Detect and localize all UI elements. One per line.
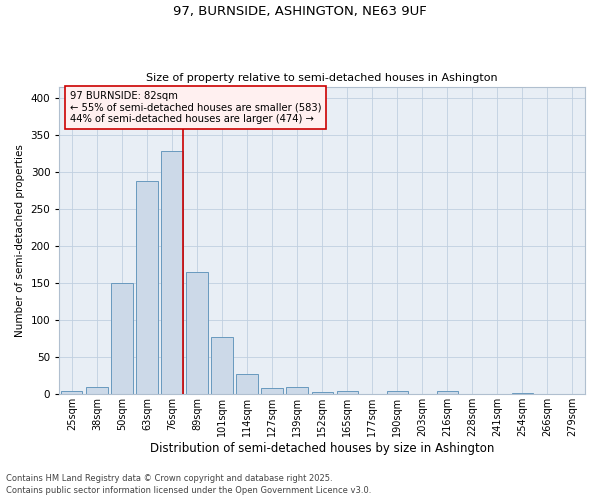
Bar: [136, 180, 158, 394]
Bar: [337, 392, 358, 394]
Bar: [437, 392, 458, 394]
Bar: [386, 392, 408, 394]
Bar: [187, 272, 208, 394]
Text: 97 BURNSIDE: 82sqm
← 55% of semi-detached houses are smaller (583)
44% of semi-d: 97 BURNSIDE: 82sqm ← 55% of semi-detache…: [70, 91, 322, 124]
Title: Size of property relative to semi-detached houses in Ashington: Size of property relative to semi-detach…: [146, 73, 498, 83]
Text: 97, BURNSIDE, ASHINGTON, NE63 9UF: 97, BURNSIDE, ASHINGTON, NE63 9UF: [173, 5, 427, 18]
Bar: [512, 393, 533, 394]
Bar: [111, 283, 133, 395]
Bar: [236, 374, 258, 394]
Bar: [262, 388, 283, 394]
Bar: [286, 387, 308, 394]
Bar: [311, 392, 333, 394]
Bar: [86, 387, 107, 394]
X-axis label: Distribution of semi-detached houses by size in Ashington: Distribution of semi-detached houses by …: [150, 442, 494, 455]
Text: Contains HM Land Registry data © Crown copyright and database right 2025.
Contai: Contains HM Land Registry data © Crown c…: [6, 474, 371, 495]
Bar: [161, 151, 182, 394]
Y-axis label: Number of semi-detached properties: Number of semi-detached properties: [15, 144, 25, 337]
Bar: [61, 390, 82, 394]
Bar: [211, 337, 233, 394]
